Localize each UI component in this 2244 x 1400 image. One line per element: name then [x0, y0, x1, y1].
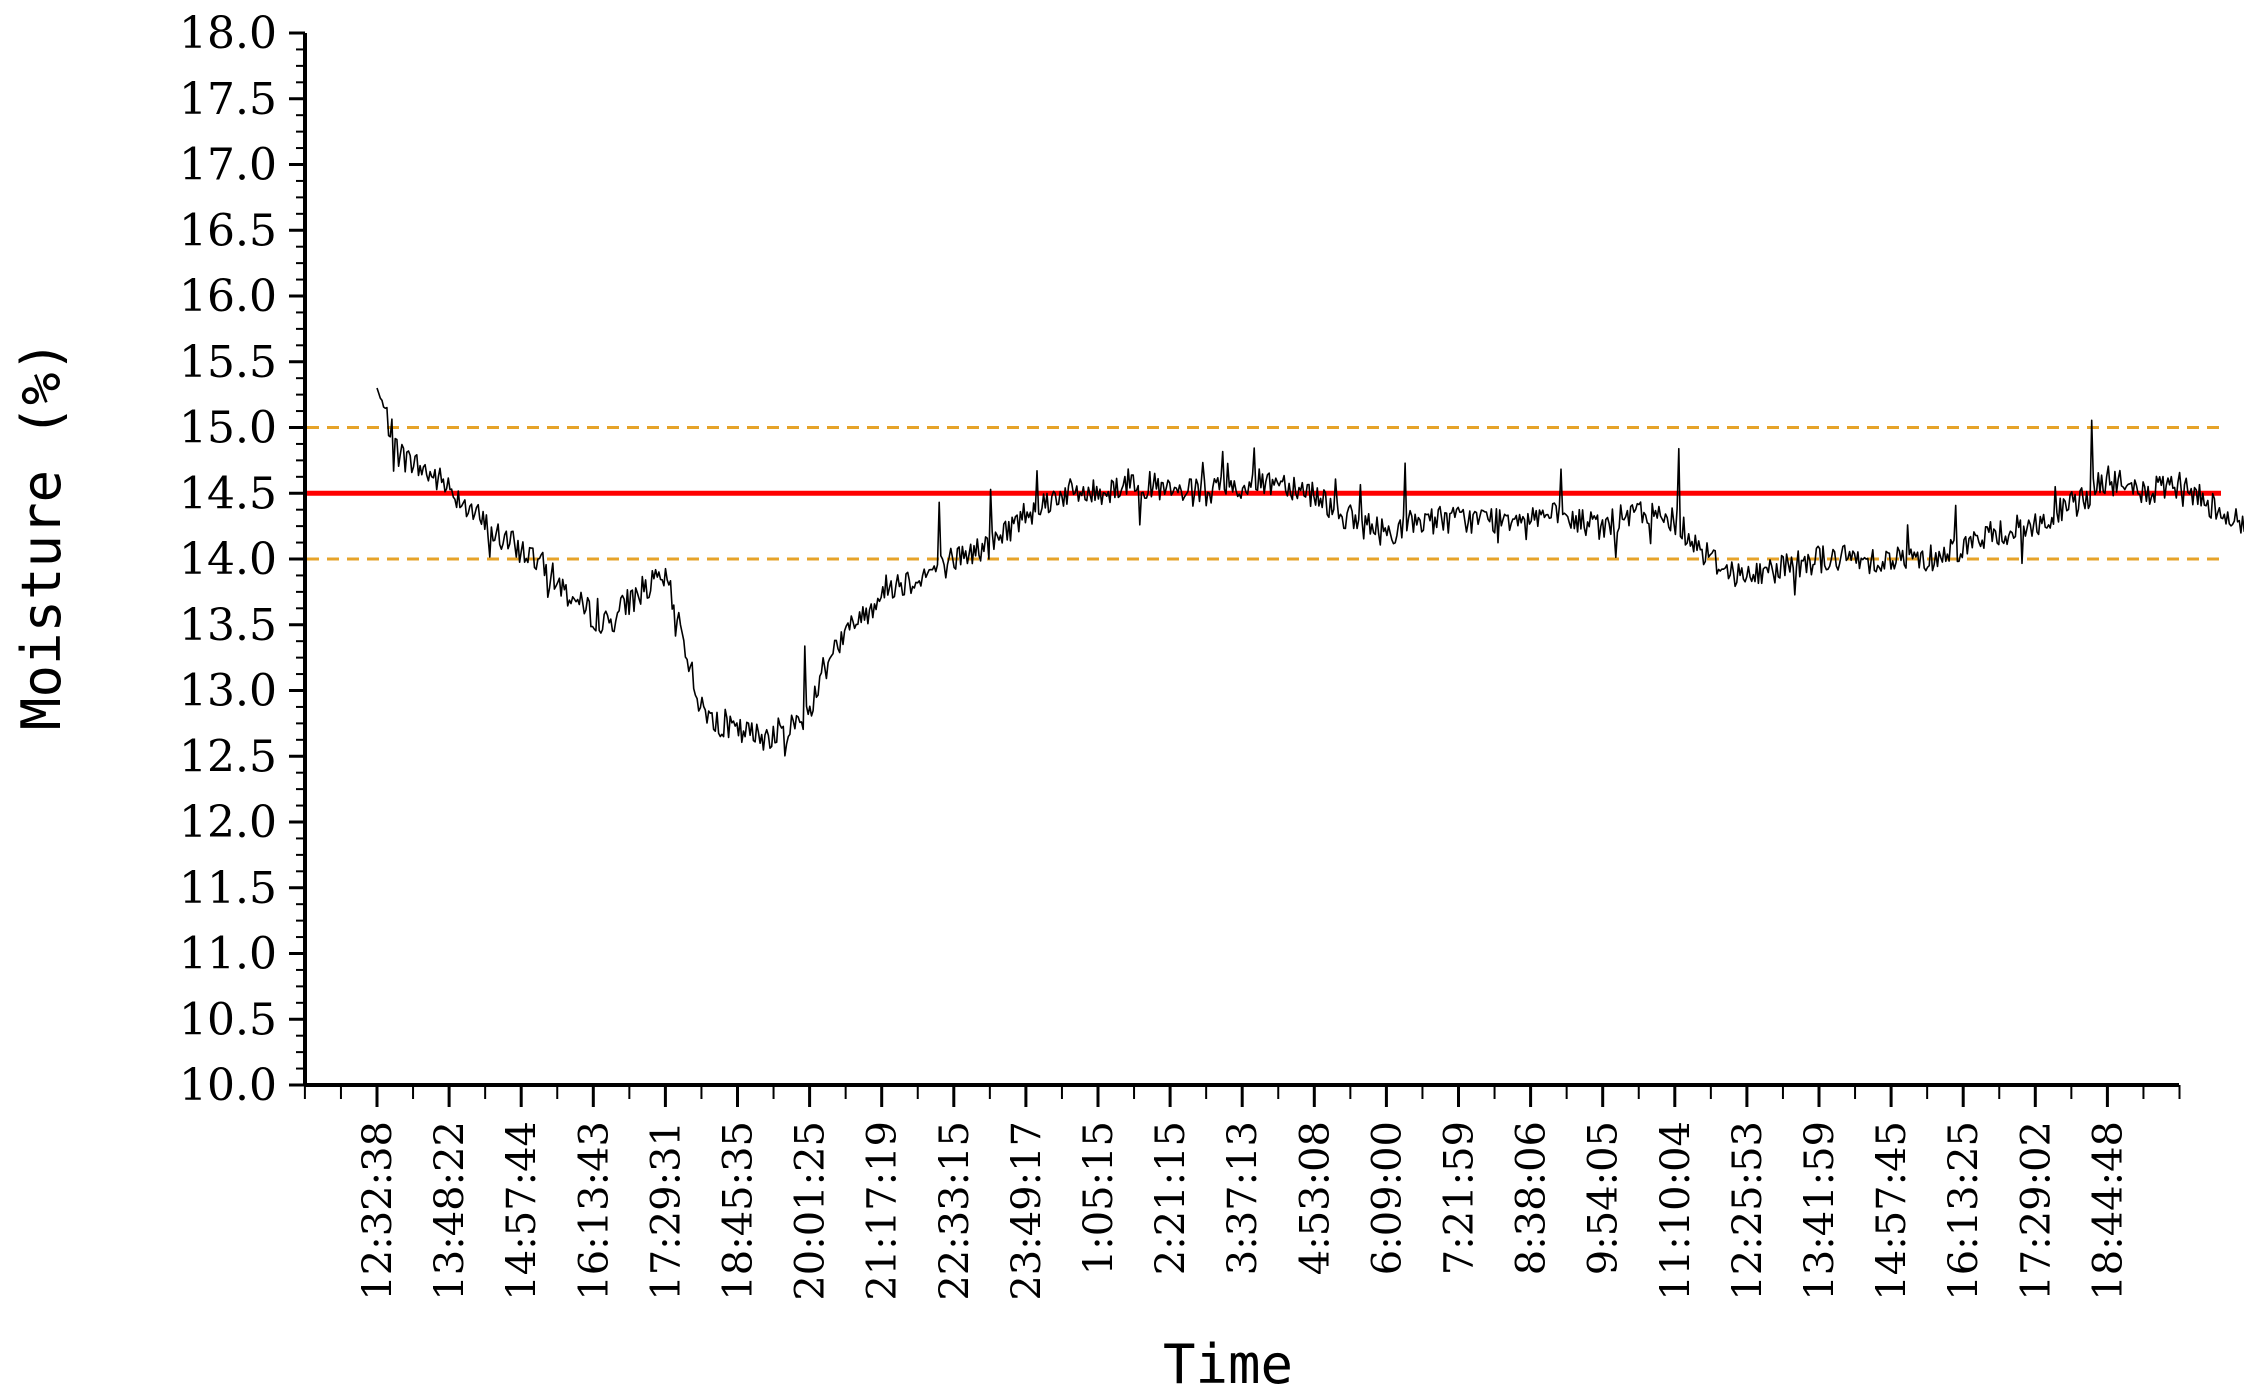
y-tick-label: 12.5	[179, 731, 277, 782]
y-tick-label: 17.0	[179, 140, 277, 191]
x-tick-label: 12:32:38	[355, 1121, 401, 1301]
y-tick-label: 18.0	[179, 8, 277, 59]
y-axis-title: Moisture (%)	[10, 340, 73, 730]
x-tick-label: 14:57:45	[1869, 1121, 1915, 1301]
x-tick-label: 21:17:19	[860, 1121, 906, 1301]
x-tick-label: 11:10:04	[1653, 1121, 1699, 1301]
x-tick-label: 2:21:15	[1148, 1121, 1194, 1275]
y-tick-label: 12.0	[179, 797, 277, 848]
y-tick-label: 15.0	[179, 403, 277, 454]
x-tick-label: 22:33:15	[932, 1121, 978, 1301]
y-tick-label: 10.5	[179, 994, 277, 1045]
x-tick-label: 16:13:25	[1941, 1121, 1987, 1301]
y-tick-label: 17.5	[179, 74, 277, 125]
y-tick-label: 14.0	[179, 534, 277, 585]
x-tick-label: 16:13:43	[571, 1121, 617, 1301]
x-tick-label: 17:29:02	[2013, 1121, 2059, 1301]
x-tick-label: 13:41:59	[1797, 1121, 1843, 1301]
x-axis-title: Time	[1163, 1333, 1293, 1396]
x-tick-label: 3:37:13	[1220, 1121, 1266, 1275]
x-ticks: 12:32:38 13:48:22 14:57:44 16:13:43 17:29:31…	[303, 1085, 2181, 1301]
y-tick-label: 13.5	[179, 600, 277, 651]
y-tick-label: 15.5	[179, 337, 277, 388]
y-tick-label: 13.0	[179, 666, 277, 717]
x-tick-label: 6:09:00	[1364, 1121, 1410, 1275]
x-tick-label: 18:45:35	[716, 1121, 762, 1301]
series-line	[376, 387, 2244, 757]
x-tick-label: 18:44:48	[2085, 1121, 2131, 1301]
x-tick-label: 23:49:17	[1004, 1121, 1050, 1301]
series-layer	[376, 387, 2244, 757]
x-tick-label: 4:53:08	[1292, 1121, 1338, 1275]
y-tick-label: 16.0	[179, 271, 277, 322]
y-tick-label: 11.0	[179, 929, 277, 980]
y-tick-label: 16.5	[179, 205, 277, 256]
y-tick-label: 11.5	[179, 863, 277, 914]
x-tick-label: 9:54:05	[1581, 1121, 1627, 1275]
y-tick-label: 14.5	[179, 468, 277, 519]
y-ticks: 10.0 10.5 11.0 11.5 12.0 12.5 13.0 13.5 14.0 14.5…	[179, 8, 305, 1111]
x-tick-label: 17:29:31	[643, 1121, 689, 1301]
x-tick-label: 20:01:25	[788, 1121, 834, 1301]
x-tick-label: 12:25:53	[1725, 1121, 1771, 1301]
x-tick-label: 7:21:59	[1437, 1121, 1483, 1275]
y-tick-label: 10.0	[179, 1060, 277, 1111]
x-tick-label: 14:57:44	[499, 1121, 545, 1301]
x-tick-label: 13:48:22	[427, 1121, 473, 1301]
x-tick-label: 1:05:15	[1076, 1121, 1122, 1275]
x-tick-label: 8:38:06	[1509, 1121, 1555, 1275]
